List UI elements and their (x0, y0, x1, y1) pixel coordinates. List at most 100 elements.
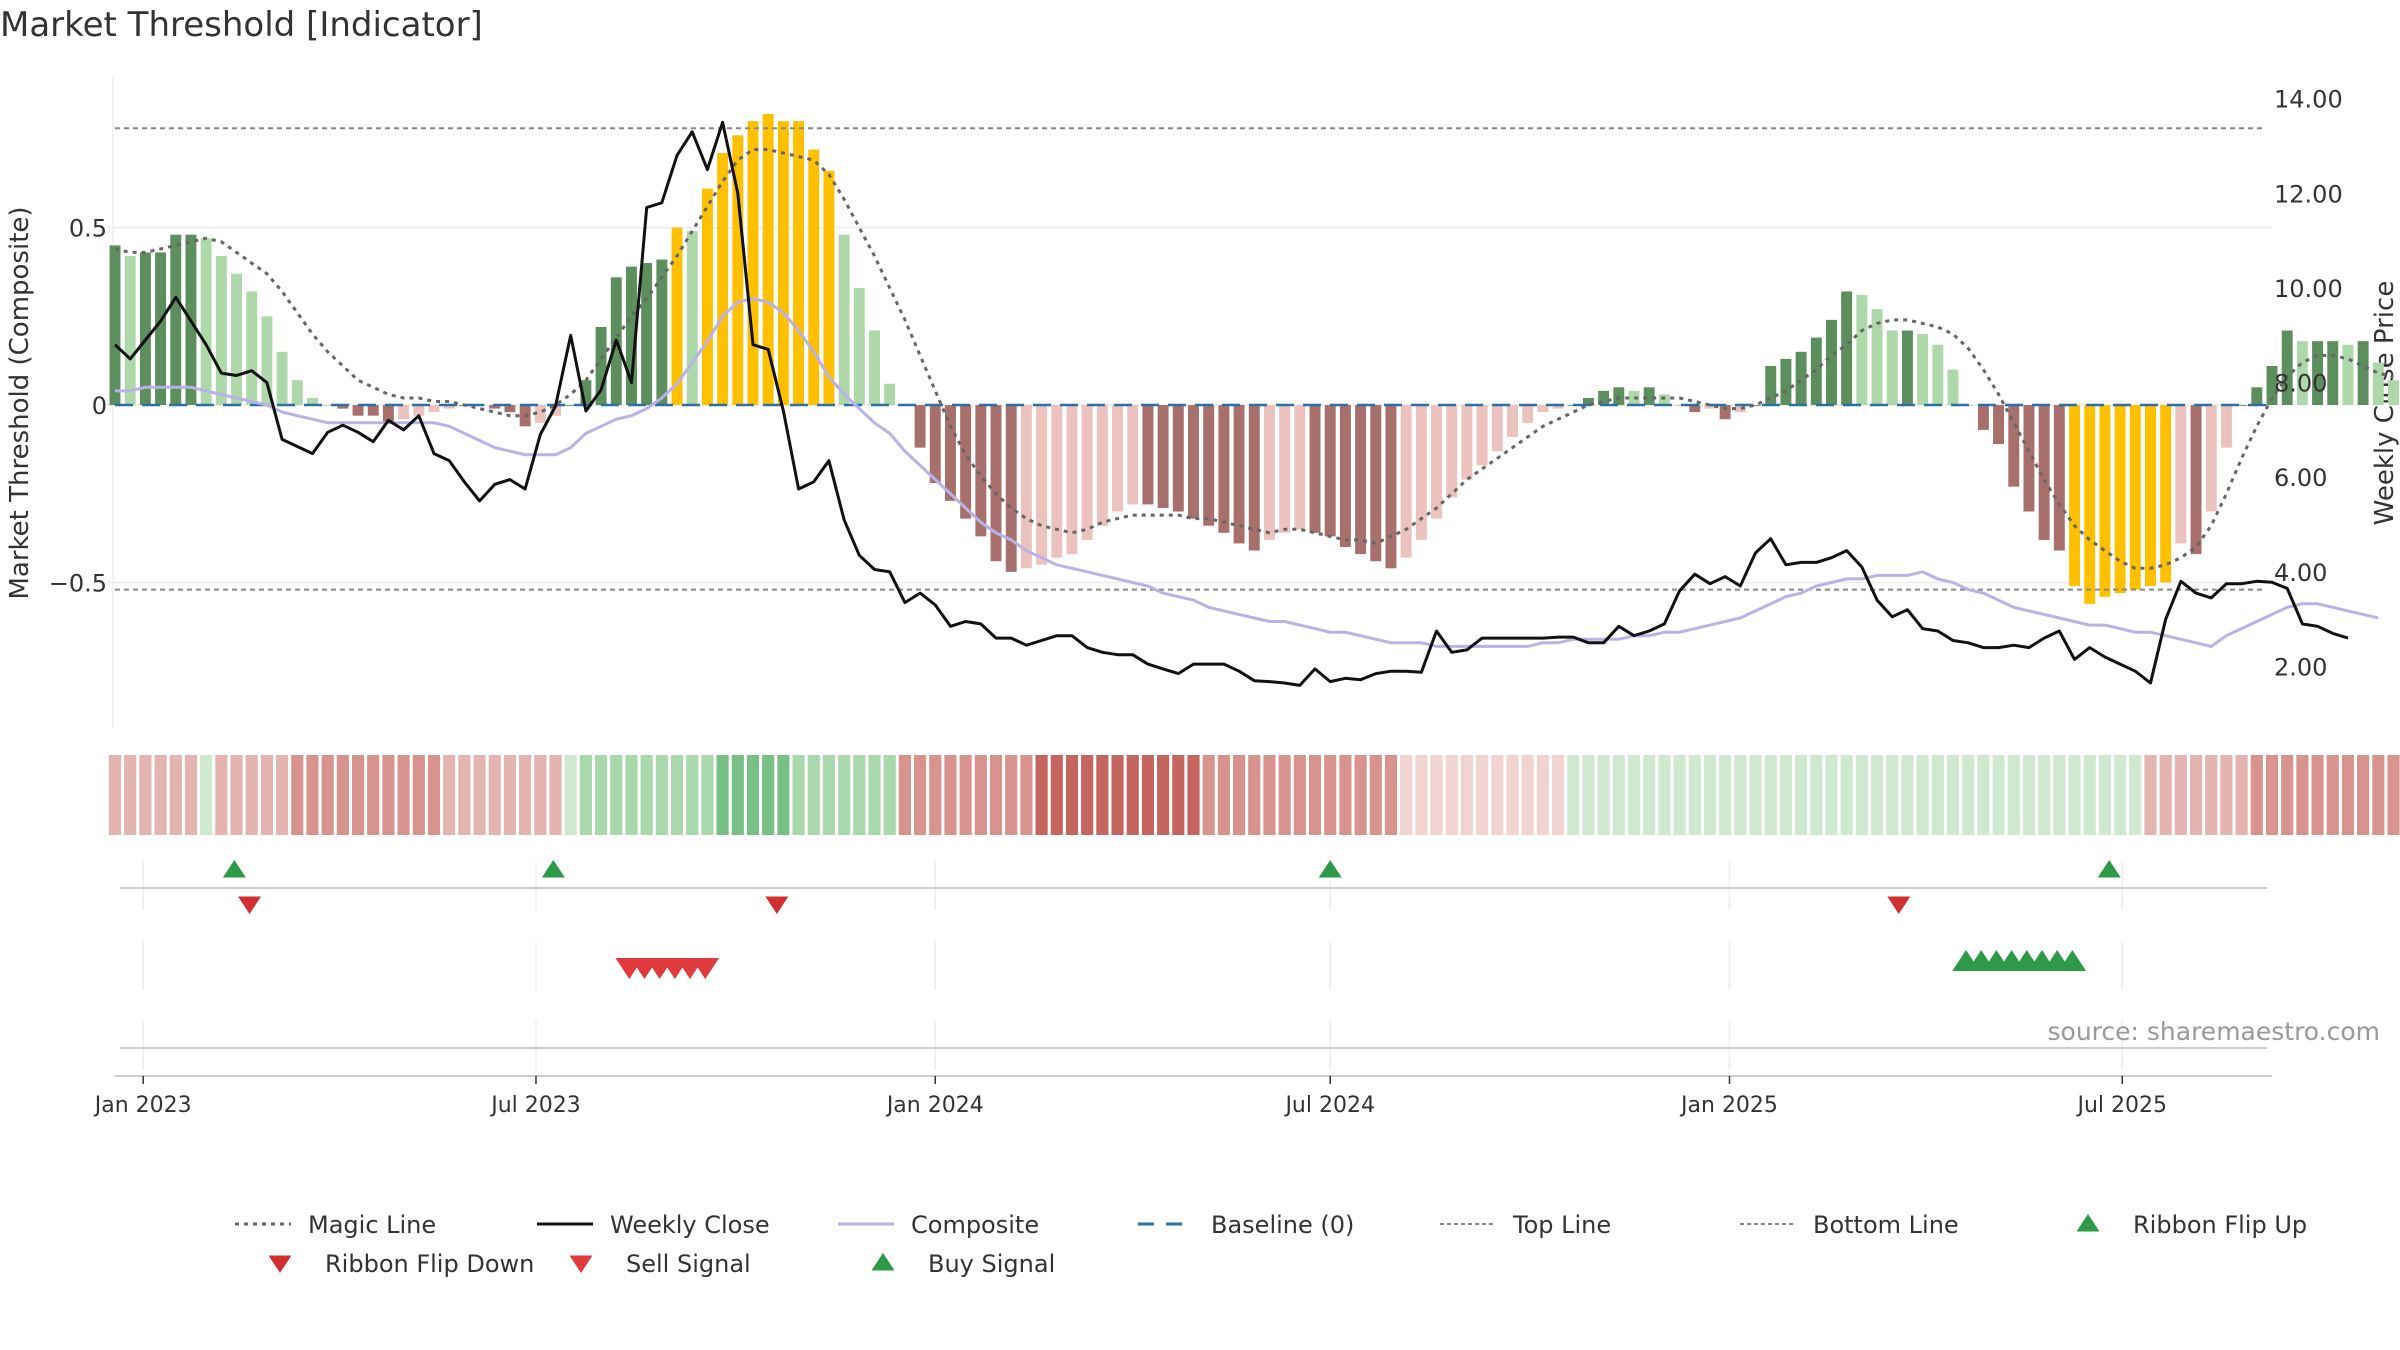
composite-bar (200, 238, 212, 406)
composite-bar (1279, 405, 1291, 533)
composite-bar (1461, 405, 1473, 480)
right-y-tick-label: 6.00 (2274, 464, 2327, 492)
ribbon-cell (534, 755, 547, 835)
series-lines (113, 120, 2394, 687)
ribbon-cell (595, 755, 608, 835)
right-y-tick-label: 2.00 (2274, 653, 2327, 681)
composite-bar (2053, 405, 2065, 551)
ribbon-cell (2053, 755, 2066, 835)
composite-bar (550, 405, 561, 416)
legend-label: Weekly Close (610, 1211, 770, 1239)
composite-bar (443, 405, 455, 409)
ribbon-cell (549, 755, 562, 835)
ribbon-cell (883, 755, 896, 835)
ribbon-cell (898, 755, 911, 835)
axis-ticks: 0.5 0 −0.5 2.00 4.00 6.00 8.00 10.00 12.00 14.00 (49, 86, 2343, 682)
composite-bar (2099, 405, 2111, 597)
composite-bar (1901, 330, 1913, 406)
composite-bar (2190, 405, 2202, 555)
composite-bar (595, 326, 607, 406)
x-tick-label: Jul 2025 (2076, 1093, 2168, 1118)
composite-bar (155, 252, 167, 406)
legend-item: Magic Line (235, 1211, 436, 1239)
composite-bar (1233, 405, 1245, 544)
ribbon-cell (1248, 755, 1261, 835)
ribbon-cell (1931, 755, 1944, 835)
composite-bar (2023, 405, 2035, 512)
legend-label: Buy Signal (928, 1250, 1055, 1278)
composite-bar (1734, 405, 1746, 413)
ribbon-flip-up-marker (222, 860, 246, 878)
composite-bar (823, 170, 835, 406)
legend-label: Magic Line (308, 1211, 436, 1239)
composite-bar (1020, 405, 1032, 569)
composite-bar (944, 405, 956, 501)
composite-bar (291, 380, 303, 406)
composite-bar (1431, 405, 1443, 519)
ribbon-cell (1005, 755, 1018, 835)
composite-line (115, 297, 2379, 649)
ribbon-cell (412, 755, 425, 835)
ribbon-cell (1536, 755, 1549, 835)
composite-bar (1005, 405, 1017, 572)
composite-bar (1309, 405, 1321, 533)
composite-bar (2145, 405, 2156, 587)
ribbon-cell (2250, 755, 2263, 835)
x-tick-label: Jul 2023 (489, 1093, 581, 1118)
sell-signal-marker (691, 958, 720, 979)
composite-bar (1704, 405, 1716, 409)
ribbon-cell (291, 755, 304, 835)
right-y-tick-label: 4.00 (2274, 559, 2327, 587)
composite-bar (2251, 387, 2263, 406)
composite-bar (1507, 405, 1518, 437)
composite-bar (2236, 405, 2248, 406)
legend-item: Ribbon Flip Up (2076, 1211, 2307, 1239)
ribbon-cell (1096, 755, 1109, 835)
legend-label: Baseline (0) (1211, 1211, 1354, 1239)
ribbon-cell (2129, 755, 2142, 835)
ribbon-cell (367, 755, 380, 835)
ribbon-cell (1779, 755, 1792, 835)
composite-bar (990, 405, 1002, 562)
composite-bar (1917, 334, 1929, 406)
ribbon-cell (2326, 755, 2339, 835)
composite-bar (1765, 366, 1777, 406)
ribbon-cell (2281, 755, 2294, 835)
composite-bar (1096, 405, 1108, 526)
x-tick-label: Jul 2024 (1283, 1093, 1375, 1118)
composite-bar (322, 405, 334, 406)
composite-bar (732, 135, 744, 406)
ribbon-cell (245, 755, 258, 835)
legend-item: Composite (838, 1211, 1039, 1239)
composite-bar (337, 405, 349, 409)
composite-bar (656, 259, 668, 406)
ribbon-cell (108, 755, 122, 835)
ribbon-cell (838, 755, 851, 835)
composite-bar (1248, 405, 1260, 551)
buy-signal-marker (2058, 950, 2087, 971)
left-y-axis-label: Market Threshold (Composite) (5, 206, 35, 599)
legend-label: Top Line (1512, 1211, 1611, 1239)
composite-bar (1263, 405, 1275, 540)
composite-bar (1613, 387, 1625, 406)
composite-bar (2327, 341, 2339, 406)
composite-bar (367, 405, 379, 416)
composite-bar (1400, 405, 1412, 558)
ribbon-cell (929, 755, 942, 835)
composite-bar (1476, 405, 1488, 466)
ribbon-cell (640, 755, 653, 835)
legend-item: Bottom Line (1740, 1211, 1959, 1239)
composite-bar (276, 351, 288, 406)
legend-swatch (871, 1253, 895, 1271)
ribbon-cell (1855, 755, 1868, 835)
composite-bar (382, 405, 394, 423)
ribbon-cell (1126, 755, 1139, 835)
composite-bar (2357, 341, 2369, 406)
composite-bar (2312, 341, 2324, 406)
composite-bar (2388, 380, 2399, 406)
composite-bar (2342, 344, 2354, 406)
ribbon-cell (2038, 755, 2051, 835)
composite-bar (671, 227, 683, 406)
ribbon-cell (1643, 755, 1656, 835)
